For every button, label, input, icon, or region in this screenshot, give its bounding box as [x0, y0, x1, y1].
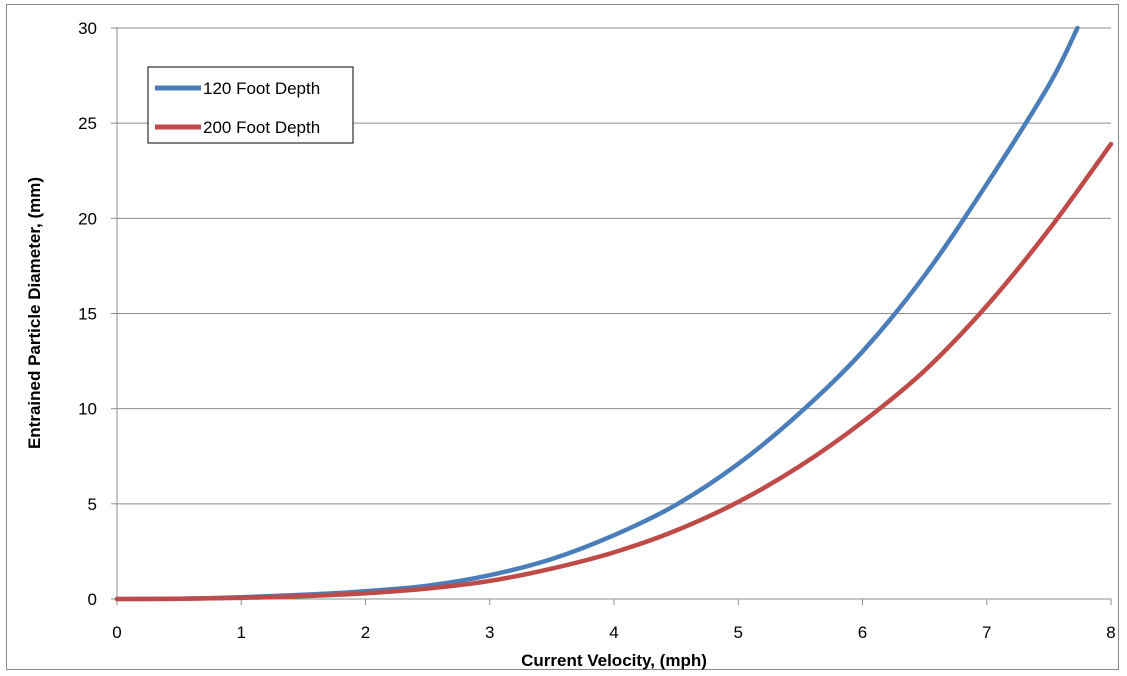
legend-label-200ft: 200 Foot Depth	[203, 118, 320, 137]
y-tick-label: 30	[78, 19, 97, 38]
legend-box	[147, 66, 354, 144]
x-tick-label: 2	[361, 623, 370, 642]
legend-label-120ft: 120 Foot Depth	[203, 79, 320, 98]
y-tick-label: 10	[78, 400, 97, 419]
y-axis-title: Entrained Particle Diameter, (mm)	[25, 177, 44, 449]
y-tick-label: 0	[88, 590, 97, 609]
series-lines	[114, 25, 1114, 602]
x-tick-label: 5	[734, 623, 743, 642]
y-tick-label: 15	[78, 305, 97, 324]
x-tick-label: 1	[237, 623, 246, 642]
x-axis-title: Current Velocity, (mph)	[521, 651, 707, 670]
series-line-200ft	[114, 141, 1114, 602]
y-tick-label: 25	[78, 114, 97, 133]
x-tick-label: 3	[485, 623, 494, 642]
y-tick-label: 20	[78, 209, 97, 228]
x-tick-label: 7	[982, 623, 991, 642]
legend: 120 Foot Depth 200 Foot Depth	[147, 66, 354, 144]
x-tick-label: 6	[858, 623, 867, 642]
x-tick-label: 0	[112, 623, 121, 642]
x-tick-label: 8	[1106, 623, 1115, 642]
y-tick-label: 5	[88, 495, 97, 514]
x-tick-label: 4	[609, 623, 618, 642]
